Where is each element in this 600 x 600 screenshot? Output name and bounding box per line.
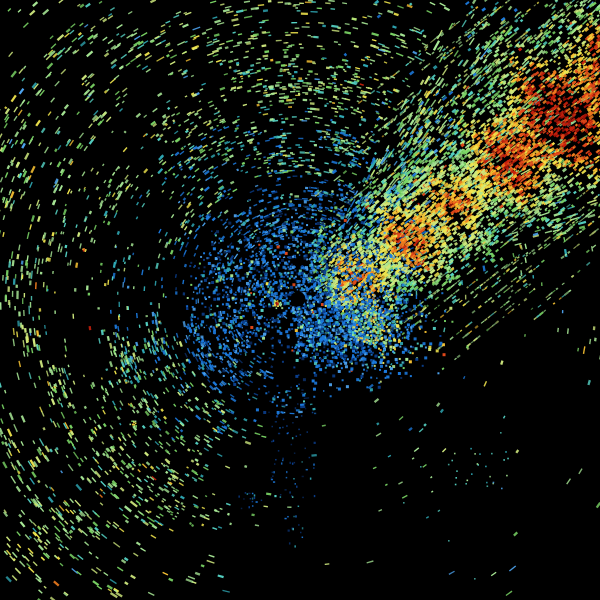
radar-reflectivity-image [0, 0, 600, 600]
radar-canvas [0, 0, 600, 600]
